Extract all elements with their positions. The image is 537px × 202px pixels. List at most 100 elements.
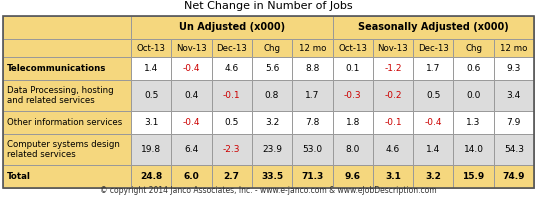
Text: -0.1: -0.1 bbox=[223, 91, 241, 100]
Bar bbox=[252, 80, 292, 111]
Bar bbox=[3, 111, 131, 134]
Text: 9.3: 9.3 bbox=[507, 64, 521, 73]
Text: 0.6: 0.6 bbox=[466, 64, 481, 73]
Text: -0.4: -0.4 bbox=[183, 118, 200, 127]
Text: Dec-13: Dec-13 bbox=[216, 44, 247, 53]
Text: 7.9: 7.9 bbox=[507, 118, 521, 127]
Bar bbox=[131, 16, 332, 39]
Bar bbox=[171, 111, 212, 134]
Bar bbox=[252, 39, 292, 57]
Text: -1.2: -1.2 bbox=[384, 64, 402, 73]
Bar bbox=[373, 39, 413, 57]
Bar bbox=[453, 57, 494, 80]
Text: Total: Total bbox=[7, 172, 31, 181]
Bar bbox=[332, 39, 373, 57]
Bar bbox=[494, 39, 534, 57]
Text: -0.1: -0.1 bbox=[384, 118, 402, 127]
Bar bbox=[131, 39, 171, 57]
Bar bbox=[413, 165, 453, 188]
Text: 1.7: 1.7 bbox=[426, 64, 440, 73]
Text: 1.4: 1.4 bbox=[426, 145, 440, 154]
Bar bbox=[453, 134, 494, 165]
Bar bbox=[332, 57, 373, 80]
Bar bbox=[292, 80, 332, 111]
Bar bbox=[332, 80, 373, 111]
Bar bbox=[292, 39, 332, 57]
Text: 0.1: 0.1 bbox=[345, 64, 360, 73]
Bar bbox=[413, 57, 453, 80]
Bar bbox=[212, 111, 252, 134]
Text: Other information services: Other information services bbox=[7, 118, 122, 127]
Text: 1.7: 1.7 bbox=[305, 91, 320, 100]
Bar bbox=[373, 134, 413, 165]
Text: 8.8: 8.8 bbox=[305, 64, 320, 73]
Text: 15.9: 15.9 bbox=[462, 172, 485, 181]
Bar bbox=[252, 165, 292, 188]
Bar bbox=[131, 111, 171, 134]
Text: 53.0: 53.0 bbox=[302, 145, 322, 154]
Text: Net Change in Number of Jobs: Net Change in Number of Jobs bbox=[184, 1, 353, 11]
Bar bbox=[212, 134, 252, 165]
Bar bbox=[292, 57, 332, 80]
Text: Seasonally Adjusted (x000): Seasonally Adjusted (x000) bbox=[358, 22, 509, 32]
Bar bbox=[212, 80, 252, 111]
Bar bbox=[453, 111, 494, 134]
Text: 7.8: 7.8 bbox=[305, 118, 320, 127]
Bar bbox=[494, 57, 534, 80]
Text: 54.3: 54.3 bbox=[504, 145, 524, 154]
Text: Chg: Chg bbox=[264, 44, 280, 53]
Text: Data Processing, hosting
and related services: Data Processing, hosting and related ser… bbox=[7, 86, 114, 105]
Text: -0.4: -0.4 bbox=[425, 118, 442, 127]
Text: Nov-13: Nov-13 bbox=[378, 44, 408, 53]
Bar bbox=[3, 16, 534, 188]
Bar bbox=[3, 165, 131, 188]
Text: 6.4: 6.4 bbox=[184, 145, 199, 154]
Bar bbox=[3, 16, 131, 39]
Text: 74.9: 74.9 bbox=[503, 172, 525, 181]
Text: -0.3: -0.3 bbox=[344, 91, 361, 100]
Text: 12 mo: 12 mo bbox=[299, 44, 326, 53]
Bar bbox=[252, 134, 292, 165]
Text: 4.6: 4.6 bbox=[224, 64, 239, 73]
Bar bbox=[373, 165, 413, 188]
Text: Computer systems design
related services: Computer systems design related services bbox=[7, 140, 120, 159]
Bar bbox=[212, 57, 252, 80]
Bar bbox=[131, 57, 171, 80]
Bar bbox=[131, 80, 171, 111]
Text: 3.2: 3.2 bbox=[265, 118, 279, 127]
Text: 71.3: 71.3 bbox=[301, 172, 323, 181]
Bar bbox=[332, 16, 534, 39]
Text: 1.3: 1.3 bbox=[466, 118, 481, 127]
Bar bbox=[3, 57, 131, 80]
Bar bbox=[252, 111, 292, 134]
Text: 0.5: 0.5 bbox=[144, 91, 158, 100]
Bar bbox=[494, 80, 534, 111]
Text: -0.2: -0.2 bbox=[384, 91, 402, 100]
Bar bbox=[413, 111, 453, 134]
Bar bbox=[171, 134, 212, 165]
Bar bbox=[494, 165, 534, 188]
Text: 3.4: 3.4 bbox=[507, 91, 521, 100]
Text: Telecommunications: Telecommunications bbox=[7, 64, 106, 73]
Text: 3.1: 3.1 bbox=[385, 172, 401, 181]
Text: Dec-13: Dec-13 bbox=[418, 44, 449, 53]
Bar bbox=[494, 111, 534, 134]
Bar bbox=[292, 165, 332, 188]
Text: 3.2: 3.2 bbox=[425, 172, 441, 181]
Text: Nov-13: Nov-13 bbox=[176, 44, 207, 53]
Bar bbox=[171, 165, 212, 188]
Text: 12 mo: 12 mo bbox=[500, 44, 527, 53]
Text: 1.8: 1.8 bbox=[345, 118, 360, 127]
Bar bbox=[373, 80, 413, 111]
Text: 24.8: 24.8 bbox=[140, 172, 162, 181]
Bar bbox=[252, 57, 292, 80]
Text: 33.5: 33.5 bbox=[261, 172, 283, 181]
Bar bbox=[3, 80, 131, 111]
Bar bbox=[171, 57, 212, 80]
Bar bbox=[3, 134, 131, 165]
Bar bbox=[453, 39, 494, 57]
Text: 0.5: 0.5 bbox=[426, 91, 440, 100]
Bar bbox=[332, 111, 373, 134]
Text: 23.9: 23.9 bbox=[262, 145, 282, 154]
Text: 0.0: 0.0 bbox=[466, 91, 481, 100]
